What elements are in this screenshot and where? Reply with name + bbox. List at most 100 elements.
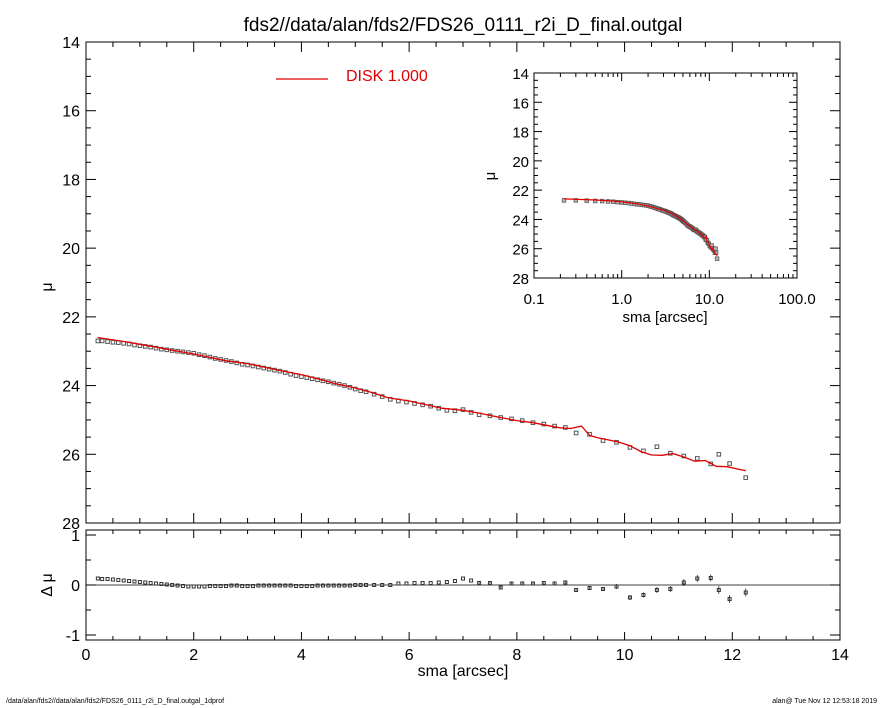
inset-panel: 14 16 18 20 22 24 26 28 0.1 1.0 10.0 100.0 sma [arcs… [482, 66, 816, 326]
residual-point [294, 584, 299, 588]
inset-data-point [600, 198, 605, 204]
inset-x-tick-label: 1.0 [611, 291, 632, 308]
data-point [727, 461, 732, 466]
residual-point [358, 583, 363, 587]
residual-point [428, 581, 433, 585]
residual-point [137, 580, 142, 584]
residual-point [469, 578, 474, 583]
residual-point [695, 576, 700, 581]
x-tick-label: 4 [297, 647, 306, 664]
inset-y-tick-label: 14 [512, 66, 529, 83]
y-tick-label: 16 [62, 104, 80, 121]
y-tick-label: 14 [62, 35, 80, 52]
residual-point [743, 590, 748, 595]
residual-point [164, 582, 169, 587]
residual-point [180, 584, 185, 588]
residual-point [627, 595, 632, 600]
x-tick-label: 12 [723, 647, 741, 664]
x-tick-label: 14 [831, 647, 849, 664]
residual-point [396, 581, 401, 586]
residual-point [552, 581, 557, 586]
residual-point [315, 583, 320, 588]
residual-point [388, 583, 393, 587]
residual-point [267, 583, 272, 588]
residual-point [498, 585, 503, 590]
residual-point [520, 581, 525, 586]
residual-point [404, 581, 409, 586]
legend-label: DISK 1.000 [346, 68, 428, 85]
residual-point [310, 584, 315, 588]
data-point [159, 346, 164, 352]
residual-point [614, 584, 619, 589]
residual-point [654, 588, 659, 592]
residual-point [716, 588, 721, 592]
residual-point [132, 579, 137, 584]
residual-point [261, 583, 266, 588]
residual-point [337, 583, 342, 588]
residual-point [541, 581, 546, 585]
residual-point [170, 583, 175, 587]
residual-point [207, 584, 212, 588]
y-tick-label: 28 [62, 516, 80, 533]
residual-point [100, 577, 105, 581]
residual-point [191, 584, 196, 589]
residual-point [240, 584, 245, 588]
residual-point [277, 583, 282, 588]
y-axis-label: μ [39, 282, 56, 291]
residual-point [283, 583, 288, 588]
residual-point [320, 583, 325, 588]
residual-point [342, 583, 347, 588]
y-tick-label: 18 [62, 172, 80, 189]
y-tick-label: -1 [66, 628, 80, 645]
residual-point [444, 580, 449, 584]
y-tick-label: 20 [62, 241, 80, 258]
x-tick-label: 6 [405, 647, 414, 664]
residual-point [197, 584, 202, 589]
residual-point [436, 580, 441, 585]
residual-point [641, 593, 646, 597]
residual-point [224, 584, 229, 588]
residual-point [234, 583, 239, 588]
inset-data-point [605, 199, 611, 204]
inset-x-axis-label: sma [arcsec] [622, 309, 707, 326]
residual-point [331, 583, 336, 588]
residual-y-axis-label: Δ μ [39, 573, 56, 596]
residual-point [353, 583, 358, 587]
residual-point [380, 583, 385, 587]
residual-point [116, 578, 121, 582]
residual-point [105, 577, 110, 581]
data-point [153, 345, 159, 351]
footer-timestamp: alan@ Tue Nov 12 12:53:18 2019 [772, 698, 877, 705]
data-point [110, 339, 116, 345]
inset-data-point [584, 198, 589, 203]
y-tick-label: 24 [62, 379, 80, 396]
residual-point [304, 584, 309, 588]
residual-point [487, 581, 492, 585]
y-tick-label: 22 [62, 310, 80, 327]
residual-point [601, 587, 606, 591]
footer-file-path: /data/alan/fds2//data/alan/fds2/FDS26_01… [6, 698, 225, 705]
residual-point [127, 579, 132, 583]
data-point [105, 339, 110, 344]
residual-point [202, 584, 207, 589]
residual-point [218, 584, 223, 588]
data-point [716, 451, 722, 457]
residual-point [213, 584, 218, 588]
residual-point [110, 577, 115, 582]
y-tick-label: 1 [71, 528, 80, 545]
residual-point [229, 583, 234, 588]
data-point [654, 444, 660, 450]
inset-data-point [593, 198, 598, 204]
x-axis-label: sma [arcsec] [418, 663, 509, 680]
data-point [573, 430, 579, 436]
residual-point [326, 583, 331, 588]
residual-point [412, 581, 417, 585]
chart-title: fds2//data/alan/fds2/FDS26_0111_r2i_D_fi… [244, 15, 683, 36]
inset-x-tick-label: 0.1 [524, 291, 545, 308]
residual-point [148, 581, 153, 585]
residual-point [563, 580, 568, 585]
residual-point [420, 581, 425, 585]
inset-y-axis-label: μ [482, 172, 499, 181]
